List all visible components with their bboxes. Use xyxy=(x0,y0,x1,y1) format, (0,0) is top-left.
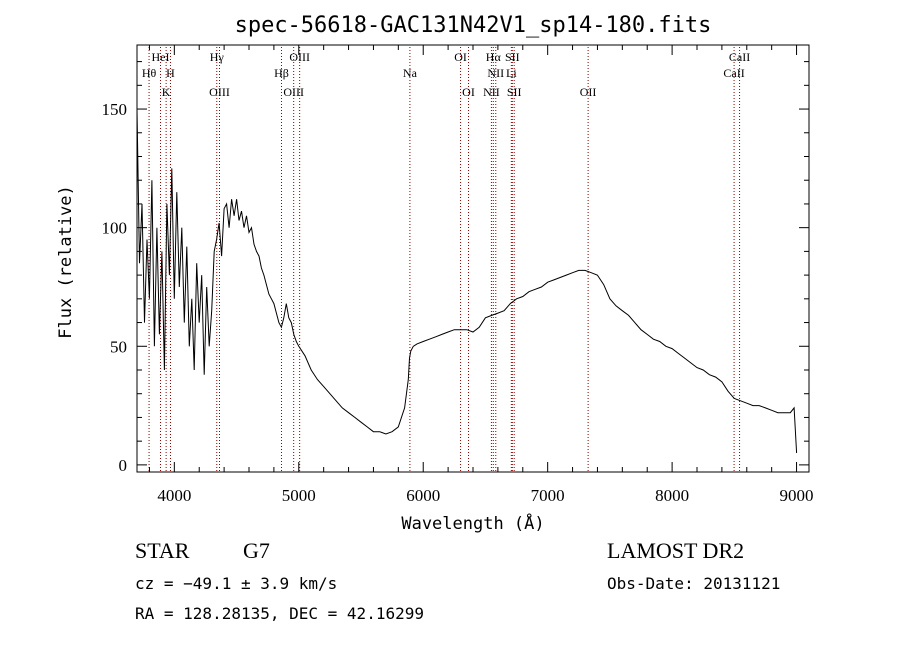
spectral-line-label: Hθ xyxy=(142,66,157,80)
x-tick-label: 9000 xyxy=(780,486,814,505)
x-tick-label: 6000 xyxy=(406,486,440,505)
spectral-line-label: NII xyxy=(483,85,500,99)
spectral-line-label: Li xyxy=(506,66,517,80)
spectral-line-label: Na xyxy=(403,66,418,80)
spectral-line-label: Hγ xyxy=(210,50,225,64)
spectral-line-label: Hα xyxy=(486,50,502,64)
y-tick-label: 50 xyxy=(110,337,127,356)
spectral-line-label: Hβ xyxy=(274,66,289,80)
spectral-line-label: NII xyxy=(487,66,504,80)
spectral-line-label: CaII xyxy=(729,50,750,64)
spectral-line-label: CaII xyxy=(723,66,744,80)
spectral-line-label: HeI xyxy=(152,50,170,64)
spectral-line-label: OI xyxy=(462,85,475,99)
observation-date: Obs-Date: 20131121 xyxy=(607,574,781,593)
spectral-line-label: OII xyxy=(580,85,597,99)
x-axis-label: Wavelength (Å) xyxy=(401,512,544,534)
y-tick-label: 150 xyxy=(102,100,128,119)
spectral-line-label: OI xyxy=(454,50,467,64)
y-tick-label: 0 xyxy=(119,456,128,475)
spectral-line-label: H xyxy=(166,66,175,80)
x-tick-label: 4000 xyxy=(157,486,191,505)
coordinates-text: RA = 128.28135, DEC = 42.16299 xyxy=(135,604,424,623)
plot-frame xyxy=(136,44,810,473)
x-axis-ticks: 4000 5000 6000 7000 8000 9000 xyxy=(148,45,814,505)
spectral-line-label: SII xyxy=(505,50,520,64)
y-tick-label: 100 xyxy=(102,219,128,238)
object-type: STAR xyxy=(135,538,190,563)
subclass: G7 xyxy=(243,538,270,563)
spectrum-chart: spec-56618-GAC131N42V1_sp14-180.fits Hθ H… xyxy=(56,13,814,534)
spectral-line-label: OIII xyxy=(209,85,230,99)
chart-title: spec-56618-GAC131N42V1_sp14-180.fits xyxy=(235,13,712,38)
x-tick-label: 7000 xyxy=(531,486,565,505)
spectral-line-label: SII xyxy=(507,85,522,99)
x-tick-label: 5000 xyxy=(282,486,316,505)
y-axis-ticks: 0 50 100 150 xyxy=(102,61,809,475)
redshift-text: cz = −49.1 ± 3.9 km/s xyxy=(135,574,338,593)
spectrum-series-line xyxy=(136,109,798,454)
survey-name: LAMOST DR2 xyxy=(607,538,745,563)
y-axis-label: Flux (relative) xyxy=(56,185,76,339)
spectral-line-label: OIII xyxy=(283,85,304,99)
spectral-lines xyxy=(148,47,741,472)
spectral-line-label: K xyxy=(162,85,171,99)
x-tick-label: 8000 xyxy=(655,486,689,505)
spectral-line-label: OIII xyxy=(289,50,310,64)
